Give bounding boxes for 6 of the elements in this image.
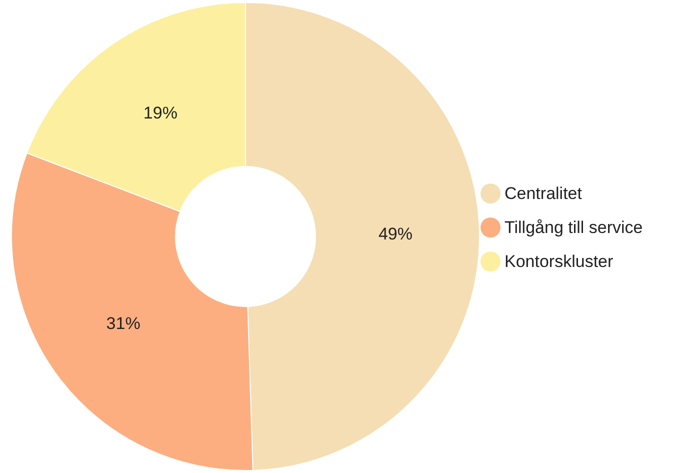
legend-label: Centralitet xyxy=(504,184,582,203)
data-label: 31% xyxy=(106,314,140,334)
legend-label: Tillgång till service xyxy=(504,218,643,237)
legend-label: Kontorskluster xyxy=(504,252,614,271)
data-label: 19% xyxy=(143,103,178,122)
data-label: 49% xyxy=(378,224,412,244)
